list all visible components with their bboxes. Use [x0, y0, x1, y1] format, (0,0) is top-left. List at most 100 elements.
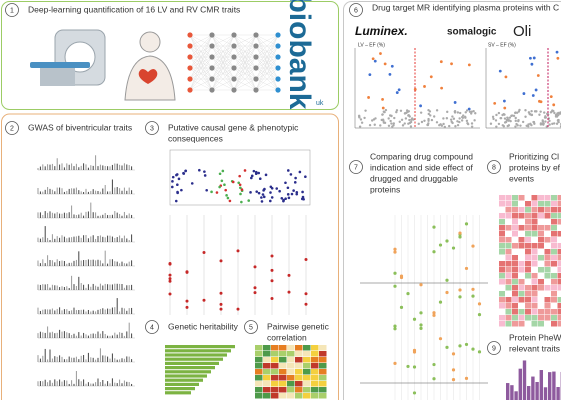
hit-point [440, 86, 444, 90]
panel-title: correlation [267, 332, 307, 342]
background-point [368, 123, 372, 127]
background-point [465, 119, 469, 123]
background-point [555, 122, 559, 125]
nn-edge [255, 45, 279, 91]
priority-cell [557, 291, 561, 297]
nn-edge [255, 67, 279, 91]
priority-cell [551, 303, 557, 309]
nn-edge [255, 34, 279, 91]
panel-title: Drug target MR identifying plasma protei… [372, 2, 559, 12]
nn-node [187, 76, 193, 82]
priority-cell [499, 231, 505, 237]
locus-point [228, 199, 232, 203]
priority-cell [544, 297, 551, 303]
locus-point [240, 200, 243, 204]
nn-node [253, 76, 259, 82]
priority-cell [525, 219, 531, 225]
correlation-cell [279, 369, 287, 375]
panel-title: drugged and druggable [370, 173, 458, 183]
priority-cell [512, 267, 518, 273]
priority-cell [518, 291, 525, 297]
priority-cell [505, 261, 512, 267]
panel-title: GWAS of biventricular traits [28, 122, 132, 132]
matrix-dot [412, 365, 417, 369]
locus-point [261, 193, 265, 196]
background-point [517, 119, 520, 123]
background-point [474, 112, 477, 115]
correlation-cell [303, 351, 311, 357]
priority-cell [557, 315, 561, 321]
matrix-dot [451, 246, 456, 250]
locus-point [298, 170, 302, 174]
priority-cell [518, 243, 525, 249]
priority-cell [551, 255, 557, 261]
priority-cell [538, 255, 544, 261]
matrix-dot [393, 247, 397, 251]
matrix-dot [270, 254, 274, 258]
nn-edge [233, 45, 257, 91]
matrix-dot [219, 302, 223, 306]
matrix-dot [471, 294, 475, 298]
locus-point [262, 189, 265, 192]
priority-cell [538, 231, 544, 237]
uk-logo: uk [316, 100, 324, 107]
matrix-dot [432, 362, 436, 367]
nn-node [209, 87, 215, 93]
background-point [379, 124, 382, 127]
correlation-cell [295, 393, 303, 399]
matrix-dot [393, 271, 397, 275]
background-point [541, 120, 545, 123]
priority-cell [538, 297, 544, 303]
background-point [360, 121, 364, 124]
matrix-dot [270, 297, 274, 301]
matrix-dot [477, 350, 482, 354]
locus-point [175, 173, 179, 176]
background-point [427, 117, 430, 121]
matrix-dot [412, 317, 417, 321]
correlation-cell [295, 369, 303, 375]
panel-frame [1, 1, 339, 110]
phewas-bar [522, 360, 527, 400]
panel-badge [145, 121, 159, 135]
matrix-dot [253, 286, 257, 290]
correlation-cell [279, 381, 287, 387]
nn-node [231, 54, 237, 60]
priority-cell [531, 213, 538, 219]
matrix-dot [393, 327, 397, 331]
priority-cell [551, 219, 557, 225]
background-point [374, 117, 377, 120]
hit-point [467, 107, 471, 111]
matrix-dot [432, 250, 436, 254]
locus-point [177, 177, 181, 181]
priority-cell [505, 243, 512, 249]
correlation-cell [319, 381, 327, 387]
matrix-dot [219, 259, 223, 263]
matrix-dot [393, 284, 397, 288]
correlation-cell [287, 375, 295, 381]
priority-cell [518, 213, 525, 219]
background-point [497, 111, 501, 115]
priority-cell [544, 231, 551, 237]
priority-cell [557, 255, 561, 261]
correlation-cell [279, 345, 287, 351]
background-point [510, 114, 513, 118]
background-point [370, 119, 374, 122]
locus-point [226, 196, 230, 200]
locus-point [269, 185, 273, 189]
priority-cell [538, 273, 544, 279]
correlation-cell [263, 369, 271, 375]
correlation-cell [303, 369, 311, 375]
nn-edge [233, 34, 257, 58]
locus-point [260, 196, 263, 199]
priority-cell [525, 315, 531, 321]
nn-edge [233, 34, 257, 47]
background-point [387, 117, 390, 120]
priority-cell [518, 225, 525, 231]
nn-edge [189, 78, 213, 91]
panel-title: Putative causal gene & phenotypic [168, 122, 299, 132]
priority-cell [551, 291, 557, 297]
priority-cell [531, 291, 538, 297]
nn-node [187, 87, 193, 93]
nn-edge [211, 34, 235, 47]
